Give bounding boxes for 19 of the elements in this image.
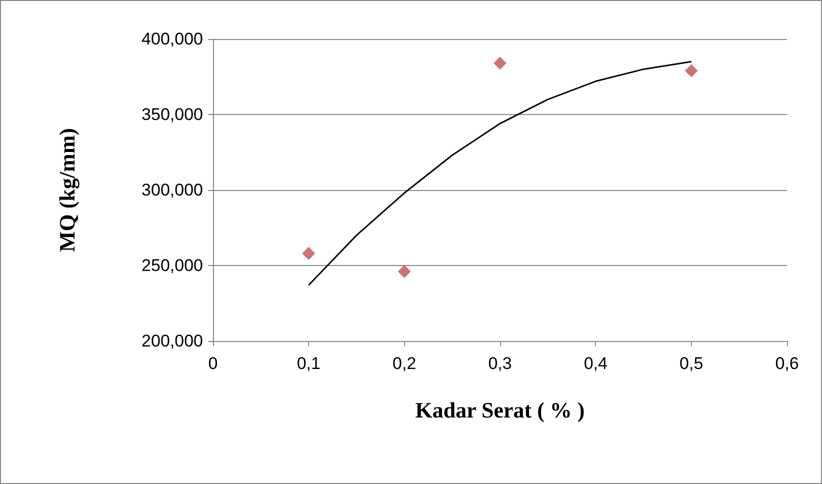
- y-tick-label: 250,000: [142, 256, 203, 275]
- x-tick-label: 0,3: [488, 354, 512, 373]
- point: [684, 64, 698, 78]
- point: [302, 246, 316, 260]
- y-tick-label: 200,000: [142, 332, 203, 350]
- x-tick-label: 0: [208, 354, 218, 373]
- x-tick-label: 0,6: [775, 354, 799, 373]
- x-axis-title: Kadar Serat ( % ): [415, 398, 585, 422]
- y-tick-label: 400,000: [142, 30, 203, 48]
- x-tick-label: 0,2: [392, 354, 416, 373]
- y-axis-title: MQ (kg/mm): [54, 128, 80, 252]
- y-tick-label: 350,000: [142, 105, 203, 124]
- point: [494, 56, 506, 70]
- x-tick-label: 0,1: [296, 354, 320, 373]
- x-tick-label: 0,5: [680, 354, 704, 373]
- y-tick-label: 300,000: [142, 180, 203, 200]
- point: [398, 265, 411, 278]
- x-tick-label: 0,4: [584, 354, 608, 373]
- line-series: [308, 60, 692, 286]
